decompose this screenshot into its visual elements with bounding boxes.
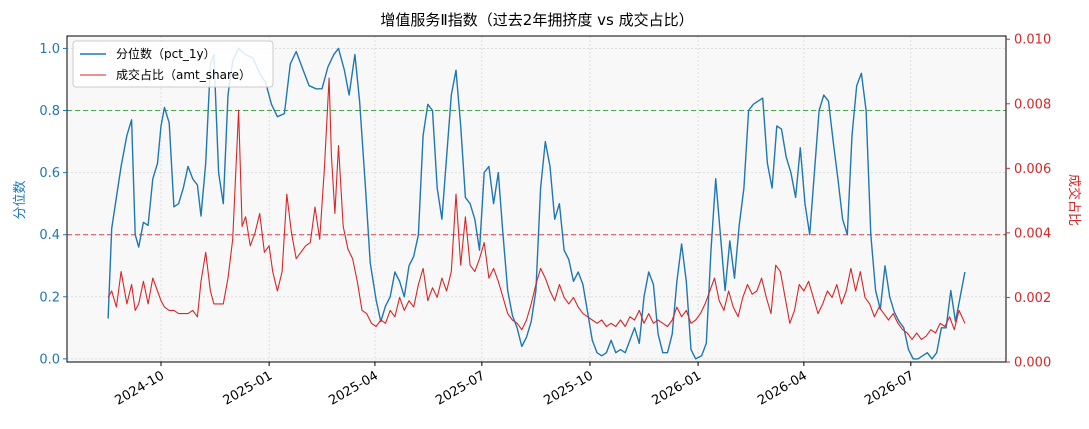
y-axis-right-label: 成交占比: [1066, 174, 1082, 226]
y-left-tick-label: 0.8: [39, 104, 60, 119]
y-left-tick-label: 1.0: [39, 42, 60, 57]
y-left-tick-label: 0.6: [39, 166, 60, 181]
y-left-tick-label: 0.0: [39, 352, 60, 367]
y-axis-left-label: 分位数: [13, 180, 28, 219]
legend-box: [72, 40, 274, 88]
chart-title: 增值服务Ⅱ指数（过去2年拥挤度 vs 成交占比）: [380, 11, 693, 29]
y-left-tick-label: 0.4: [39, 228, 60, 243]
y-right-tick-label: 0.008: [1014, 97, 1051, 112]
y-right-tick-label: 0.006: [1014, 162, 1051, 177]
legend-label-amt-share: 成交占比（amt_share）: [116, 67, 251, 82]
legend-label-pct-1y: 分位数（pct_1y）: [116, 46, 216, 61]
y-right-tick-label: 0.000: [1014, 356, 1051, 371]
y-right-tick-label: 0.004: [1014, 226, 1051, 241]
y-right-tick-label: 0.002: [1014, 291, 1051, 306]
plot-area: 0.0 0.2 0.4 0.6 0.8 1.0 0.000 0.002 0.004 0.006 0.…: [39, 33, 1051, 409]
y-left-tick-label: 0.2: [39, 290, 60, 305]
y-right-tick-label: 0.010: [1014, 33, 1051, 48]
plot-frame: [66, 35, 1007, 363]
legend: 分位数（pct_1y） 成交占比（amt_share）: [72, 40, 274, 88]
series-line-amt-share: [107, 77, 966, 340]
